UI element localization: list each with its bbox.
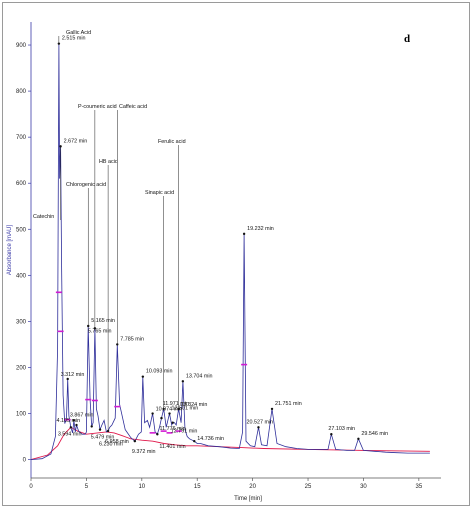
compound-label: Sinapic acid [145,190,174,196]
axes: 0 100 200 300 400 500 600 700 800 900 0 5 10 15 20 25 30… [16,22,441,490]
x-tick-label: 30 [360,484,367,490]
peak-time-label: 6.958 min [105,439,129,445]
traces [30,43,430,461]
y-tick-label: 100 [16,412,27,418]
panel-letter: d [404,33,410,45]
compound-label: HB acid [99,159,118,165]
peak-apex-dot [330,433,333,436]
y-tick-label: 200 [16,365,27,371]
x-tick-label: 20 [249,484,256,490]
peak-apex-dot [242,232,246,236]
compound-label: Ferulic acid [158,139,186,145]
peak-time-label: 3.594 min [58,431,82,437]
x-tick-label: 15 [194,484,201,490]
peak-apex-dot [270,407,274,411]
peak-time-label: 12.501 min [172,406,199,412]
peak-apex-dot [160,416,163,420]
peak-time-label: 21.751 min [275,401,302,407]
peak-time-label: 29.546 min [361,431,388,437]
peak-time-label: 5.765 min [88,328,112,334]
peak-time-label: 3.312 min [61,372,85,378]
peak-apex-dot [90,425,93,428]
peak-apex-dot [69,426,73,429]
peak-time-label: 11.971 min [163,401,189,407]
compound-label: Chlorogenic acid [66,182,106,188]
y-tick-label: 400 [16,273,27,279]
peak-time-label: 11.401 min [159,444,185,450]
peak-apex-dot [66,377,69,381]
compound-label: Caffeic acid [119,104,147,110]
peak-time-label: 9.372 min [132,449,156,455]
peak-time-label: 5.479 min [91,434,115,440]
peak-time-label: 11.776 min [159,426,185,432]
x-tick-label: 35 [415,484,422,490]
chart-frame [2,2,470,506]
compound-label: Gallic Acid [66,30,91,36]
peak-apex-dot [193,439,196,443]
peak-apex-dot [156,433,159,436]
compound-label: Catechin [33,214,54,220]
compound-label: P-coumeric acid [78,104,117,110]
peak-time-label: 10.974 min [156,407,183,413]
y-tick-label: 900 [16,43,27,49]
peak-apex-dot [98,428,102,431]
peak-time-label: 7.785 min [120,336,144,342]
y-tick-label: 500 [16,227,27,233]
peak-time-label: 19.232 min [247,226,274,232]
peak-apex-dot [181,380,185,383]
peak-time-label: 27.103 min [328,426,355,432]
peak-time-label: 14.736 min [197,436,224,442]
peak-apex-dot [168,412,171,415]
peak-time-label: 4.105 min [56,418,80,424]
peak-apex-dot [357,437,360,441]
peak-time-label: 2.672 min [64,138,88,144]
peak-apex-dot [171,421,174,424]
peak-time-label: 3.867 min [70,412,94,418]
x-tick-label: 5 [85,484,89,490]
peak-apex-dot [75,423,78,427]
signal-trace [30,43,430,460]
annotations: 2.515 min 2.672 min 3.312 min 3.594 min 3.86… [33,30,388,455]
peak-apex-dot [72,419,76,422]
peak-apex-dot [133,439,137,443]
peak-time-label: 5.165 min [91,318,115,324]
peak-time-label: 2.515 min [62,36,86,42]
peak-time-label: 6.230 min [99,442,123,448]
peak-time-label: 20.527 min [246,419,273,425]
baseline-trace [30,426,430,461]
peak-time-label: 13.704 min [186,373,213,379]
y-tick-label: 0 [23,458,27,464]
x-tick-label: 0 [29,484,33,490]
peak-apex-dot [151,412,154,415]
y-axis-title: Absorbance [mAU] [7,224,13,275]
y-tick-label: 300 [16,319,27,325]
peak-time-label: 12.791 min [171,429,198,435]
x-tick-label: 25 [305,484,312,490]
x-tick-label: 10 [138,484,145,490]
y-tick-label: 800 [16,89,27,95]
peak-time-label: 13.324 min [181,402,208,408]
peak-time-label: 10.093 min [146,369,173,375]
y-tick-label: 700 [16,135,27,141]
y-tick-label: 600 [16,181,27,187]
peak-apex-dot [141,375,145,378]
x-axis-title: Time [min] [234,496,262,502]
peak-apex-dot [257,426,260,429]
